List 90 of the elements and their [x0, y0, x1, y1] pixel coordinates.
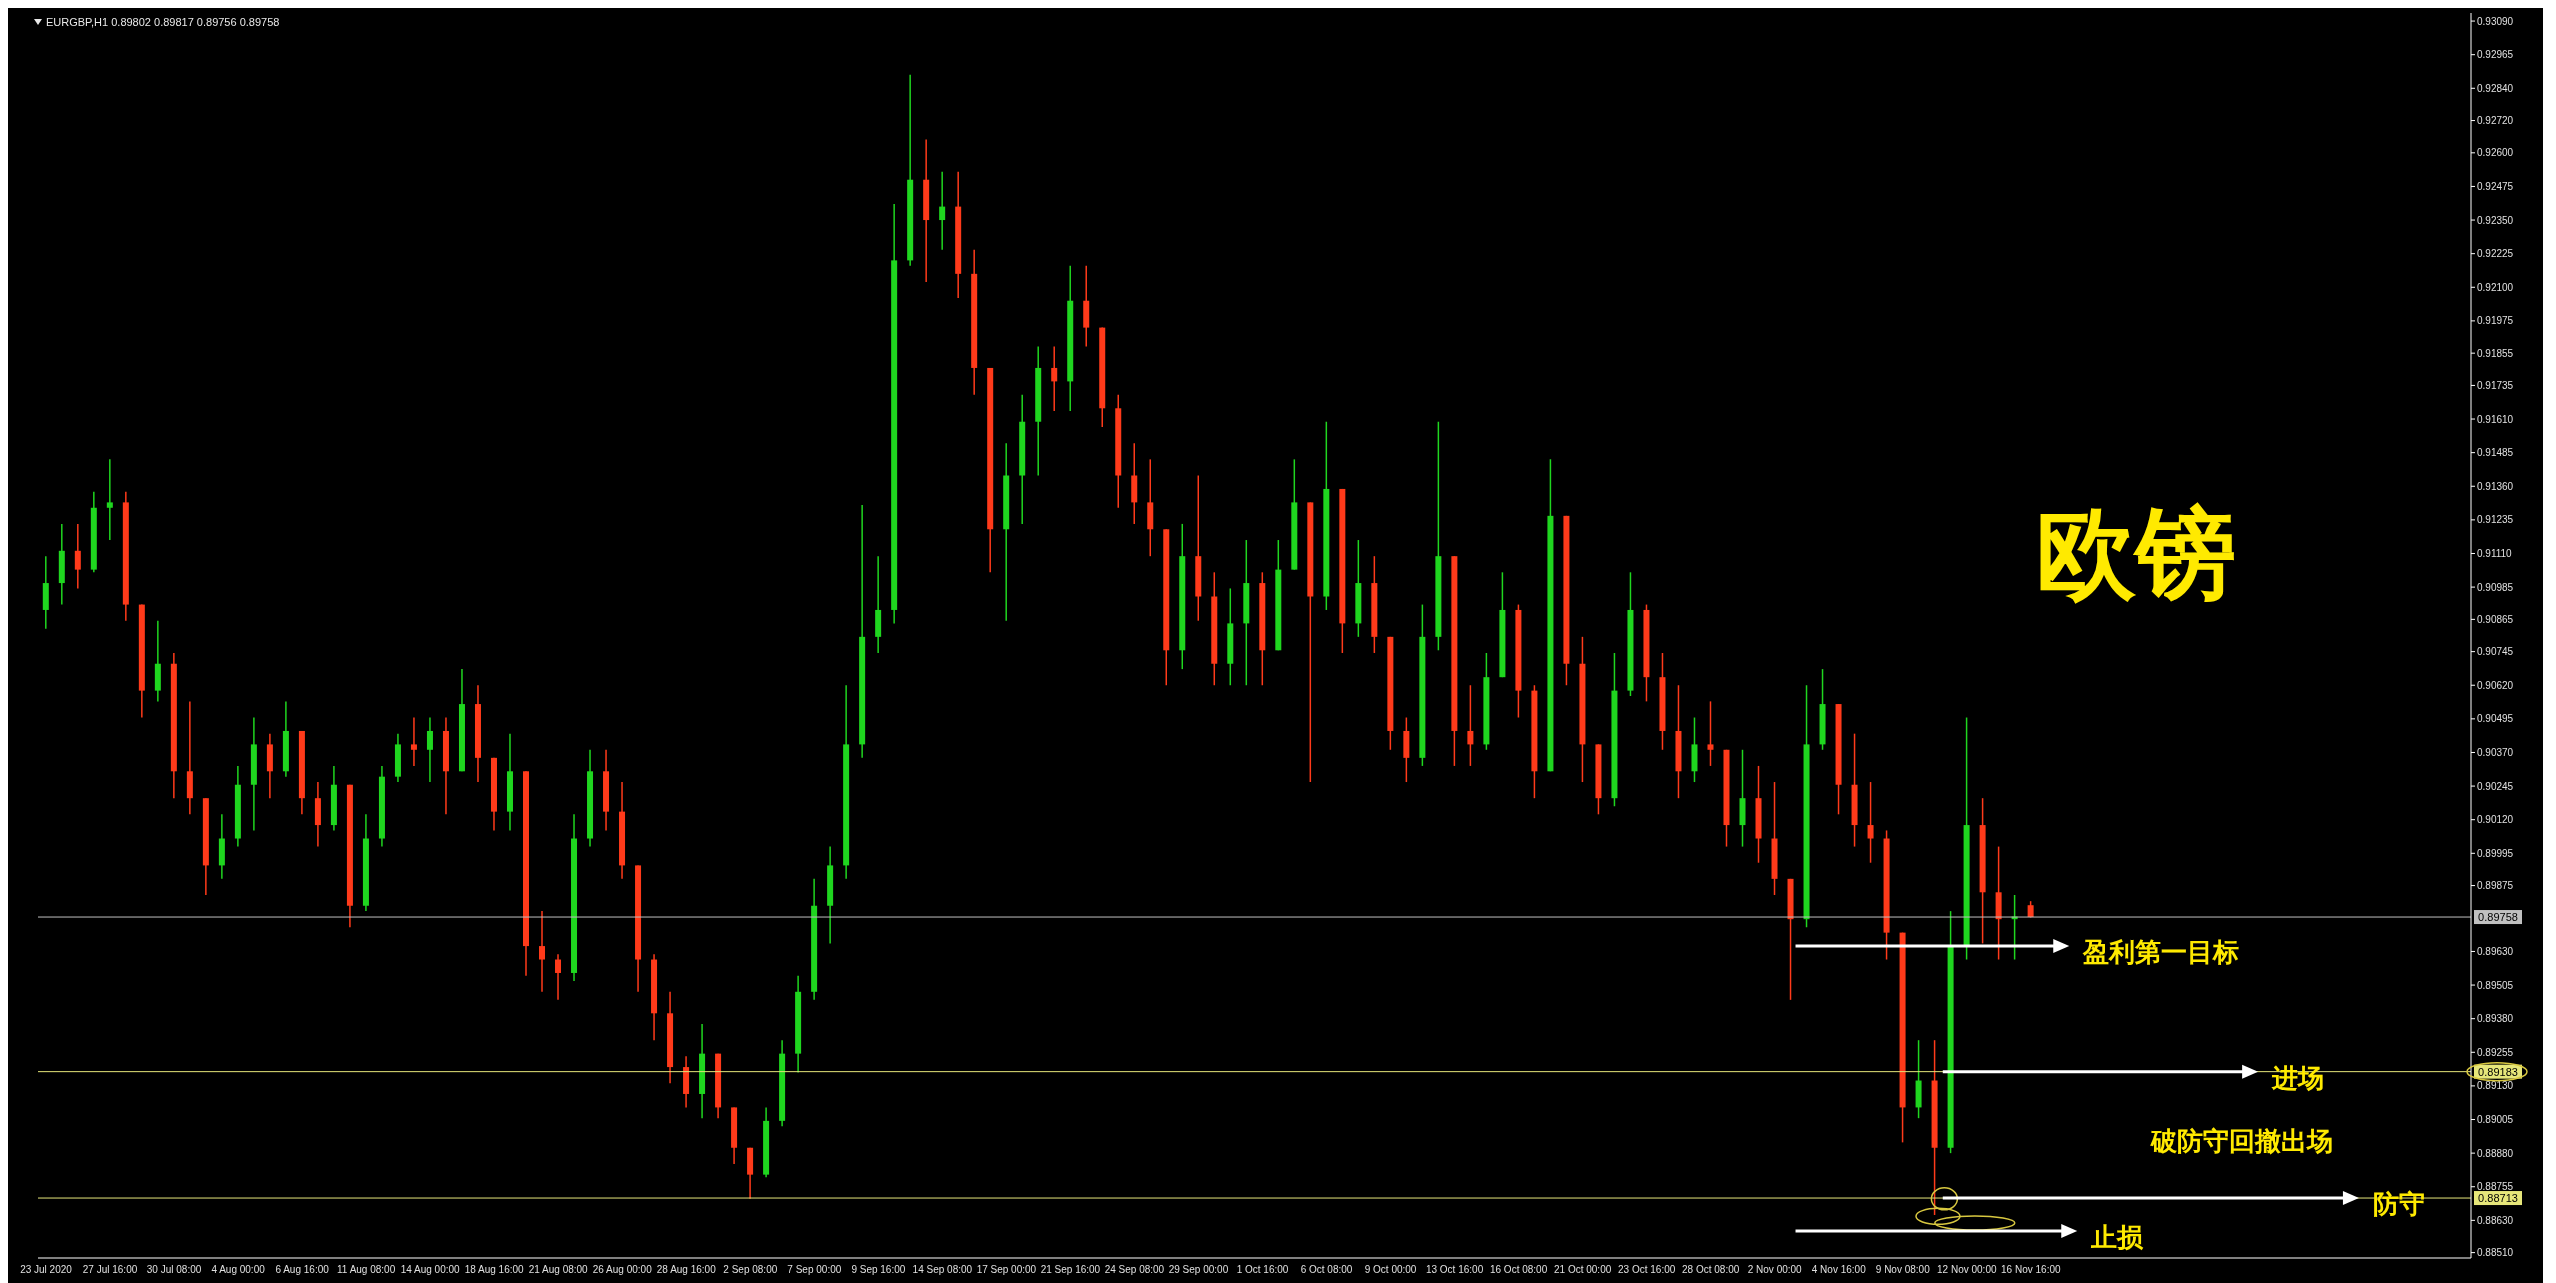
- candlestick: [426, 716, 433, 783]
- x-tick-label: 4 Nov 16:00: [1811, 1264, 1867, 1276]
- y-tick-label: 0.91975: [2477, 315, 2514, 327]
- x-tick-label: 6 Oct 08:00: [1300, 1264, 1353, 1276]
- y-tick-label: 0.91235: [2477, 514, 2514, 526]
- y-tick-label: 0.88630: [2477, 1214, 2514, 1226]
- annotation: 进场: [2272, 1062, 2325, 1093]
- y-tick-label: 0.89130: [2477, 1080, 2514, 1092]
- x-tick-label: 27 Jul 16:00: [82, 1264, 138, 1276]
- x-tick-label: 29 Sep 00:00: [1168, 1264, 1229, 1276]
- y-tick-label: 0.90985: [2477, 581, 2514, 593]
- y-tick-label: 0.91855: [2477, 347, 2514, 359]
- annotation: 盈利第一目标: [2083, 937, 2240, 967]
- x-tick-label: 18 Aug 16:00: [464, 1264, 525, 1276]
- y-tick-label: 0.90620: [2477, 679, 2514, 691]
- y-tick-label: 0.91610: [2477, 413, 2514, 425]
- x-tick-label: 9 Sep 16:00: [851, 1264, 906, 1276]
- y-tick-label: 0.88755: [2477, 1181, 2514, 1193]
- y-tick-label: 0.90245: [2477, 780, 2514, 792]
- y-tick-label: 0.90495: [2477, 713, 2514, 725]
- x-tick-label: 21 Aug 08:00: [528, 1264, 589, 1276]
- x-tick-label: 26 Aug 00:00: [592, 1264, 653, 1276]
- candlestick: [410, 716, 417, 767]
- y-tick-label: 0.91110: [2477, 548, 2513, 560]
- x-tick-label: 21 Oct 00:00: [1554, 1264, 1612, 1276]
- y-tick-label: 0.91360: [2477, 480, 2514, 492]
- candlestick: [106, 458, 113, 541]
- x-tick-label: 12 Nov 00:00: [1937, 1264, 1997, 1276]
- x-tick-label: 13 Oct 16:00: [1425, 1264, 1484, 1276]
- x-tick-label: 24 Sep 08:00: [1104, 1264, 1165, 1276]
- y-tick-label: 0.90120: [2477, 814, 2514, 826]
- x-tick-label: 28 Aug 16:00: [656, 1264, 717, 1276]
- annotation: 破防守回撤出场: [2150, 1126, 2333, 1156]
- x-tick-label: 9 Nov 08:00: [1875, 1264, 1931, 1276]
- x-tick-label: 6 Aug 16:00: [275, 1264, 330, 1276]
- annotation: 欧镑: [2035, 497, 2236, 609]
- y-tick-label: 0.91735: [2477, 379, 2514, 391]
- candlestick: [539, 910, 546, 993]
- x-tick-label: 11 Aug 08:00: [337, 1264, 396, 1276]
- y-tick-label: 0.92475: [2477, 180, 2514, 192]
- y-tick-label: 0.91485: [2477, 447, 2514, 459]
- y-tick-label: 0.92965: [2477, 49, 2514, 61]
- candlestick: [939, 170, 946, 251]
- x-tick-label: 14 Sep 08:00: [912, 1264, 973, 1276]
- x-tick-label: 21 Sep 16:00: [1040, 1264, 1101, 1276]
- y-tick-label: 0.89005: [2477, 1114, 2514, 1126]
- y-tick-label: 0.89505: [2477, 979, 2514, 991]
- y-tick-label: 0.88880: [2477, 1147, 2514, 1159]
- x-tick-label: 1 Oct 16:00: [1236, 1264, 1289, 1276]
- x-tick-label: 2 Nov 00:00: [1747, 1264, 1803, 1276]
- y-tick-label: 0.89380: [2477, 1013, 2514, 1025]
- y-tick-label: 0.92100: [2477, 281, 2514, 293]
- x-tick-label: 14 Aug 00:00: [400, 1264, 461, 1276]
- annotation: 止损: [2091, 1222, 2144, 1252]
- x-tick-label: 17 Sep 00:00: [976, 1264, 1037, 1276]
- candlestick: [1051, 345, 1058, 412]
- x-tick-label: 30 Jul 08:00: [146, 1264, 202, 1276]
- x-tick-label: 9 Oct 00:00: [1364, 1264, 1417, 1276]
- annotation: 防守: [2372, 1189, 2425, 1220]
- y-tick-label: 0.92225: [2477, 248, 2514, 260]
- y-tick-label: 0.89630: [2477, 946, 2514, 958]
- x-tick-label: 23 Jul 2020: [20, 1264, 73, 1276]
- x-tick-label: 16 Nov 16:00: [2001, 1264, 2061, 1276]
- x-tick-label: 7 Sep 00:00: [787, 1264, 842, 1276]
- candlestick: [555, 953, 562, 1001]
- ref-line-label: 0.89758: [2478, 911, 2518, 924]
- candlestick: [1707, 700, 1714, 767]
- y-tick-label: 0.92350: [2477, 214, 2514, 226]
- ref-line-label: 0.88713: [2478, 1192, 2518, 1205]
- ref-line-label: 0.89183: [2478, 1065, 2518, 1078]
- y-tick-label: 0.92840: [2477, 82, 2514, 94]
- y-tick-label: 0.90370: [2477, 747, 2514, 759]
- x-tick-label: 2 Sep 08:00: [723, 1264, 778, 1276]
- y-tick-label: 0.89875: [2477, 880, 2514, 892]
- y-tick-label: 0.93090: [2477, 15, 2514, 27]
- x-tick-label: 4 Aug 00:00: [211, 1264, 266, 1276]
- y-tick-label: 0.88510: [2477, 1247, 2514, 1259]
- y-tick-label: 0.89255: [2477, 1046, 2514, 1058]
- candlestick: [74, 523, 81, 590]
- y-tick-label: 0.89995: [2477, 847, 2514, 859]
- y-tick-label: 0.90745: [2477, 646, 2514, 658]
- x-tick-label: 28 Oct 08:00: [1682, 1264, 1740, 1276]
- candlestick: [1867, 781, 1874, 864]
- y-tick-label: 0.92720: [2477, 115, 2514, 127]
- chart-title: EURGBP,H1 0.89802 0.89817 0.89756 0.89758: [46, 16, 280, 28]
- y-tick-label: 0.92600: [2477, 147, 2514, 159]
- candlestick: [1467, 684, 1474, 767]
- y-tick-label: 0.90865: [2477, 613, 2514, 625]
- x-tick-label: 16 Oct 08:00: [1489, 1264, 1548, 1276]
- x-tick-label: 23 Oct 16:00: [1618, 1264, 1676, 1276]
